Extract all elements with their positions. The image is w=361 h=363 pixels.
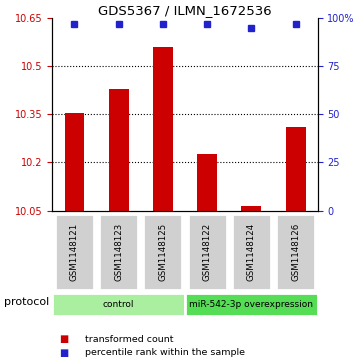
Text: control: control: [103, 300, 134, 309]
FancyBboxPatch shape: [276, 214, 315, 290]
Title: GDS5367 / ILMN_1672536: GDS5367 / ILMN_1672536: [98, 4, 272, 17]
Bar: [153, 47, 173, 211]
FancyBboxPatch shape: [99, 214, 138, 290]
Bar: [197, 154, 217, 211]
Bar: [109, 89, 129, 211]
Text: GSM1148124: GSM1148124: [247, 222, 256, 281]
Text: GSM1148122: GSM1148122: [203, 222, 212, 281]
Text: ■: ■: [60, 334, 69, 344]
Text: miR-542-3p overexpression: miR-542-3p overexpression: [190, 300, 313, 309]
Text: transformed count: transformed count: [85, 335, 173, 344]
Text: ■: ■: [60, 348, 69, 358]
Text: GSM1148121: GSM1148121: [70, 222, 79, 281]
Text: protocol: protocol: [4, 297, 49, 307]
Bar: [65, 113, 84, 211]
FancyBboxPatch shape: [55, 214, 94, 290]
FancyBboxPatch shape: [232, 214, 271, 290]
Text: GSM1148125: GSM1148125: [158, 222, 168, 281]
Text: percentile rank within the sample: percentile rank within the sample: [85, 348, 245, 357]
Bar: [286, 127, 305, 211]
Text: GSM1148126: GSM1148126: [291, 222, 300, 281]
FancyBboxPatch shape: [52, 293, 185, 316]
Text: GSM1148123: GSM1148123: [114, 222, 123, 281]
Bar: [242, 206, 261, 211]
FancyBboxPatch shape: [188, 214, 227, 290]
FancyBboxPatch shape: [185, 293, 318, 316]
FancyBboxPatch shape: [143, 214, 182, 290]
